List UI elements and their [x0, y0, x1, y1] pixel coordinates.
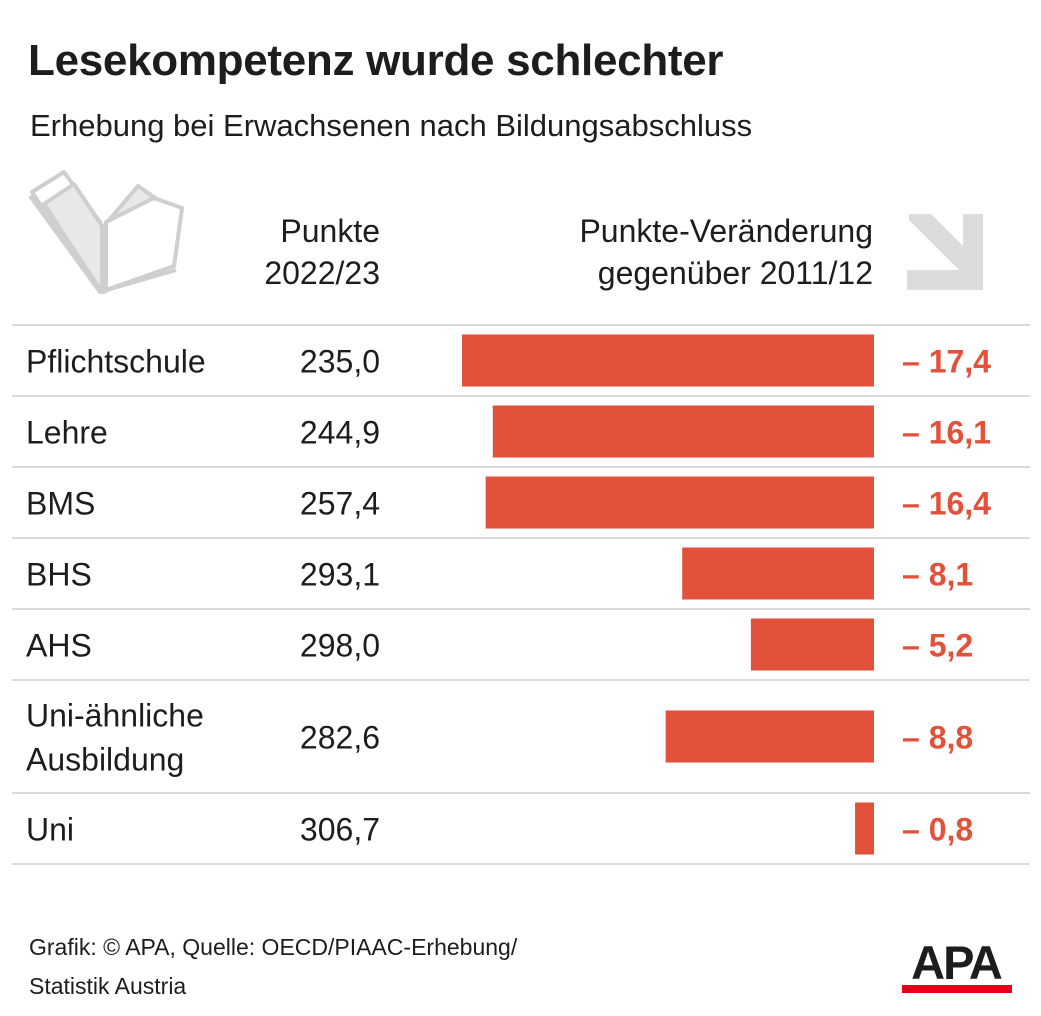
category-label: Pflichtschule: [26, 344, 206, 380]
down-right-arrow-icon: [907, 214, 983, 290]
points-value: 282,6: [300, 720, 380, 756]
change-bar: [750, 618, 874, 671]
points-header-line1: Punkte: [280, 213, 380, 249]
source-line2: Statistik Austria: [29, 973, 187, 999]
change-value-label: – 8,1: [902, 557, 973, 593]
points-value: 306,7: [300, 812, 380, 848]
change-bar: [462, 334, 874, 387]
change-header-line1: Punkte-Veränderung: [579, 213, 873, 249]
category-label: Lehre: [26, 415, 108, 451]
category-label: BMS: [26, 486, 95, 522]
change-value-label: – 16,1: [902, 415, 991, 451]
change-value-label: – 0,8: [902, 812, 973, 848]
apa-logo-text: APA: [911, 936, 1003, 989]
change-bar: [665, 710, 874, 763]
change-value-label: – 17,4: [902, 344, 991, 380]
change-bar: [485, 476, 874, 529]
change-header-line2: gegenüber 2011/12: [597, 255, 873, 291]
chart-title: Lesekompetenz wurde schlechter: [28, 36, 724, 85]
apa-logo-bar: [902, 985, 1012, 993]
change-column-header: Punkte-Veränderung gegenüber 2011/12: [579, 210, 873, 294]
category-label: Uni: [26, 812, 74, 848]
source-line1: Grafik: © APA, Quelle: OECD/PIAAC-Erhebu…: [29, 934, 518, 960]
points-value: 298,0: [300, 628, 380, 664]
category-label: AHS: [26, 628, 92, 664]
change-bar: [682, 547, 874, 600]
open-book-icon: [28, 170, 184, 294]
points-value: 293,1: [300, 557, 380, 593]
change-bar: [492, 405, 874, 458]
category-label: BHS: [26, 557, 92, 593]
change-value-label: – 8,8: [902, 720, 973, 756]
points-header-line2: 2022/23: [264, 255, 380, 291]
change-value-label: – 5,2: [902, 628, 973, 664]
points-value: 235,0: [300, 344, 380, 380]
source-note: Grafik: © APA, Quelle: OECD/PIAAC-Erhebu…: [29, 928, 517, 1006]
points-value: 257,4: [300, 486, 380, 522]
bar-chart: Pflichtschule 235,0 – 17,4 Lehre 244,9 – 16,1…: [12, 324, 1030, 865]
apa-logo: APA: [900, 936, 1012, 994]
points-column-header: Punkte 2022/23: [264, 210, 380, 294]
change-bar: [855, 802, 874, 855]
change-value-label: – 16,4: [902, 486, 991, 522]
chart-subtitle: Erhebung bei Erwachsenen nach Bildungsab…: [30, 108, 753, 143]
points-value: 244,9: [300, 415, 380, 451]
category-label: Uni-ähnliche Ausbildung: [26, 698, 204, 778]
